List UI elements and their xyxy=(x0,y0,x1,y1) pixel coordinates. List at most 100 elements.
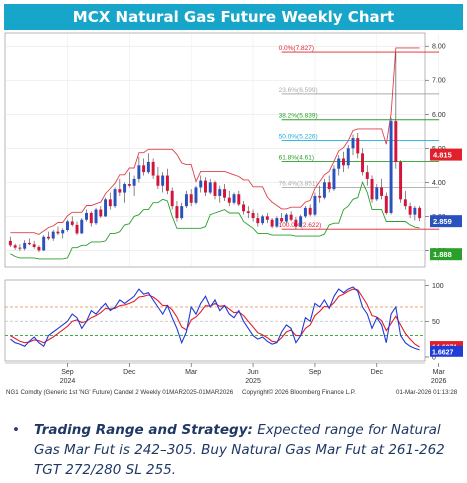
candle-75 xyxy=(365,165,369,186)
fib-label-4: 61.8%(4.61) xyxy=(279,155,314,162)
candle-body-2 xyxy=(18,247,22,249)
candle-18 xyxy=(94,207,98,225)
price-tags: 4.815 2.859 1.888 xyxy=(430,148,462,261)
candle-body-9 xyxy=(51,231,55,239)
candle-body-79 xyxy=(384,195,388,213)
candle-47 xyxy=(232,192,236,205)
candle-body-66 xyxy=(322,182,326,198)
time-label-month-5: Dec xyxy=(371,369,384,376)
candle-body-34 xyxy=(170,190,174,207)
candle-body-39 xyxy=(194,187,198,203)
candle-body-14 xyxy=(75,224,79,234)
candle-body-58 xyxy=(284,214,288,222)
candle-80 xyxy=(389,117,393,215)
candle-43 xyxy=(213,180,217,200)
candle-30 xyxy=(151,158,155,179)
candle-body-84 xyxy=(408,206,412,215)
price-tick-label-1: 7.00 xyxy=(432,78,446,85)
price-tick-label-0: 8.00 xyxy=(432,44,446,51)
rsi-tick-label-0: 100 xyxy=(432,283,444,290)
candle-body-48 xyxy=(237,194,241,205)
candle-37 xyxy=(184,190,188,208)
candle-49 xyxy=(242,201,246,215)
candle-15 xyxy=(80,218,84,235)
candle-body-72 xyxy=(351,138,355,149)
price-tag-1 xyxy=(430,215,462,228)
candle-body-33 xyxy=(165,175,169,191)
candle-body-13 xyxy=(70,221,74,225)
price-tag-label-0: 4.815 xyxy=(433,151,452,160)
candle-23 xyxy=(118,178,122,196)
candle-7 xyxy=(42,235,46,252)
candle-17 xyxy=(89,211,93,227)
chart-title: MCX Natural Gas Future Weekly Chart xyxy=(4,4,463,30)
candle-70 xyxy=(342,151,345,173)
candle-33 xyxy=(165,168,169,195)
candle-body-19 xyxy=(99,209,103,217)
candle-4 xyxy=(27,238,31,246)
candle-body-52 xyxy=(256,218,260,224)
candle-body-36 xyxy=(180,206,184,219)
candle-body-57 xyxy=(280,218,284,222)
candle-35 xyxy=(175,201,179,222)
rsi-fast-line xyxy=(10,286,420,351)
candle-body-60 xyxy=(294,219,298,227)
strategy-lead: Trading Range and Strategy: xyxy=(34,422,253,438)
candle-32 xyxy=(161,172,165,193)
candle-body-74 xyxy=(361,153,364,173)
rsi-panel: 10050014.60711.6627 xyxy=(4,279,463,362)
candle-9 xyxy=(51,229,55,241)
time-label-month-0: Sep xyxy=(61,369,74,376)
candle-54 xyxy=(265,212,269,224)
candle-body-71 xyxy=(346,148,350,166)
candle-body-61 xyxy=(299,216,303,227)
candle-19 xyxy=(99,206,103,219)
candle-71 xyxy=(346,144,350,169)
price-chart: 0.0%(7.827) 23.6%(6.599) 38.2%(5.839) 50.0%… xyxy=(4,32,463,398)
trail-lower-line xyxy=(10,181,420,260)
candle-74 xyxy=(361,148,364,176)
candle-body-23 xyxy=(118,189,122,193)
time-label-month-1: Dec xyxy=(123,369,136,376)
candle-81 xyxy=(394,51,398,169)
candle-16 xyxy=(85,209,88,222)
candle-79 xyxy=(384,192,388,215)
candle-body-37 xyxy=(184,194,188,207)
candle-29 xyxy=(146,153,150,174)
candle-24 xyxy=(123,182,127,203)
candle-body-65 xyxy=(318,195,322,198)
candle-31 xyxy=(156,167,160,190)
candle-body-63 xyxy=(308,207,312,215)
candle-body-46 xyxy=(227,197,231,203)
candle-52 xyxy=(256,212,260,227)
candle-57 xyxy=(280,212,284,224)
candle-51 xyxy=(251,209,255,222)
candle-60 xyxy=(294,217,298,230)
price-tick-label-2: 6.00 xyxy=(432,112,446,119)
candle-body-50 xyxy=(246,211,250,213)
candle-64 xyxy=(313,192,317,217)
candle-body-3 xyxy=(23,242,27,249)
candle-body-18 xyxy=(94,209,98,224)
strategy-note: • Trading Range and Strategy: Expected r… xyxy=(12,420,460,480)
candle-78 xyxy=(380,178,384,200)
candle-11 xyxy=(61,228,65,239)
candle-42 xyxy=(208,178,212,195)
candle-body-8 xyxy=(46,236,50,239)
time-label-year-0: 2024 xyxy=(60,378,76,385)
candle-body-53 xyxy=(261,216,265,224)
candle-body-69 xyxy=(337,158,341,169)
candle-20 xyxy=(104,197,108,218)
candle-55 xyxy=(270,218,274,229)
candle-body-24 xyxy=(123,184,127,193)
candle-body-62 xyxy=(303,207,307,217)
candle-body-77 xyxy=(375,187,379,200)
candle-69 xyxy=(337,155,341,176)
candle-body-51 xyxy=(251,212,255,219)
candle-59 xyxy=(289,211,293,222)
candle-13 xyxy=(70,216,74,227)
time-axis: Sep 2024 Dec Mar Jun 2025 Sep Dec Mar 2026 xyxy=(5,362,447,385)
strategy-body: Expected range for Natural Gas Mar Fut i… xyxy=(34,422,445,478)
price-tick-label-4: 4.00 xyxy=(432,180,446,187)
fib-label-3: 50.0%(5.226) xyxy=(279,134,318,141)
